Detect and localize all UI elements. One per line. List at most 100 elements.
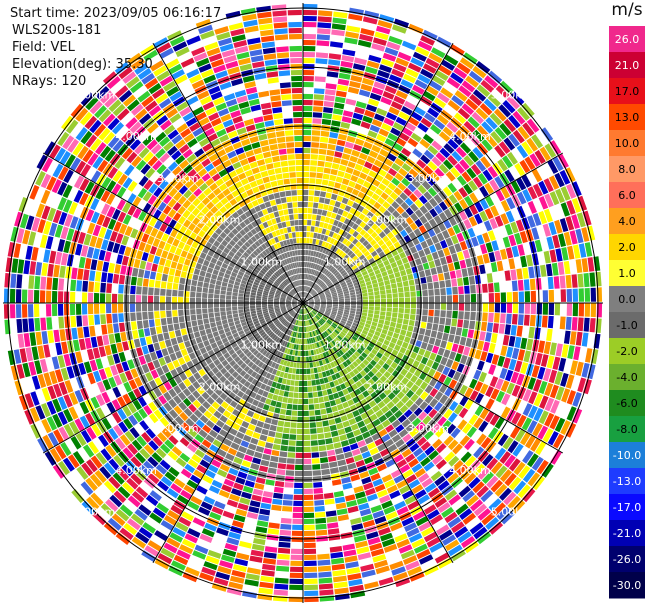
radar-gate [329,368,335,375]
radar-gate [423,90,436,102]
radar-gate [259,581,274,589]
radar-gate [267,321,273,326]
radar-gate [295,307,300,312]
radar-gate [326,300,333,302]
radar-gate [172,316,179,324]
radar-gate [138,175,149,187]
radar-gate [369,447,379,456]
radar-gate [13,349,22,364]
radar-gate [318,372,323,379]
radar-gate [494,250,502,261]
radar-gate [255,352,262,359]
radar-gate [147,473,160,485]
radar-gate [207,333,214,340]
radar-gate [453,261,461,270]
radar-gate [420,341,428,350]
radar-gate [299,368,303,375]
radar-gate [239,267,246,273]
radar-gate [374,113,385,122]
radar-gate [319,197,325,204]
radar-gate [196,485,208,495]
radar-gate [355,218,363,226]
radar-gate [224,327,231,333]
radar-gate [381,419,391,428]
radar-gate [433,97,447,109]
radar-gate [63,423,75,438]
radar-gate [258,316,264,320]
radar-gate [299,374,303,381]
radar-gate [460,451,472,463]
radar-gate [415,174,425,184]
radar-gate [333,338,339,345]
radar-gate [289,310,295,315]
radar-gate [189,297,196,303]
radar-gate [368,328,375,335]
radar-gate [365,320,372,325]
radar-gate [159,257,166,266]
radar-gate [346,135,356,143]
radar-gate [517,279,524,291]
radar-gate [19,213,29,229]
radar-gate [43,372,52,387]
radar-gate [250,308,256,312]
radar-gate [295,344,299,350]
radar-gate [178,357,186,366]
radar-gate [316,385,322,391]
radar-gate [154,530,168,542]
radar-gate [390,127,401,137]
radar-gate [590,303,597,318]
radar-gate [485,117,498,130]
radar-gate [377,262,385,269]
radar-gate [426,509,440,520]
radar-gate [317,209,323,215]
radar-gate [238,309,244,314]
radar-gate [267,360,273,367]
radar-gate [355,380,363,388]
radar-gate [517,106,530,121]
radar-gate [294,295,299,299]
radar-gate [16,228,25,244]
radar-gate [565,316,572,330]
radar-gate [264,365,271,372]
radar-gate [218,243,226,251]
radar-gate [52,464,66,479]
radar-gate [315,220,320,227]
radar-gate [533,379,542,392]
radar-gate [463,346,471,356]
radar-gate [361,329,368,335]
radar-gate [373,287,380,292]
radar-gate [155,248,163,257]
radar-gate [520,255,528,268]
radar-gate [554,371,563,386]
radar-gate [238,293,244,297]
radar-gate [118,313,124,323]
radar-gate [310,250,314,256]
radar-gate [220,290,226,295]
radar-gate [447,439,459,451]
radar-gate [122,341,130,351]
radar-gate [306,307,310,312]
radar-gate [305,244,309,250]
radar-gate [266,271,272,277]
radar-gate [317,335,322,341]
radar-gate [144,243,152,253]
radar-gate [120,265,127,275]
radar-gate [226,433,235,442]
radar-gate [555,188,565,203]
radar-gate [87,303,94,315]
radar-gate [60,367,69,381]
radar-gate [304,554,317,561]
radar-gate [47,207,57,222]
radar-gate [88,314,95,326]
radar-gate [398,544,413,554]
radar-gate [180,328,188,336]
radar-gate [86,246,95,259]
radar-gate [368,352,376,359]
radar-gate [262,491,273,498]
radar-gate [275,311,282,315]
radar-gate [168,219,177,228]
radar-gate [361,289,368,294]
radar-gate [419,205,429,215]
radar-gate [416,548,431,560]
radar-gate [156,367,164,377]
